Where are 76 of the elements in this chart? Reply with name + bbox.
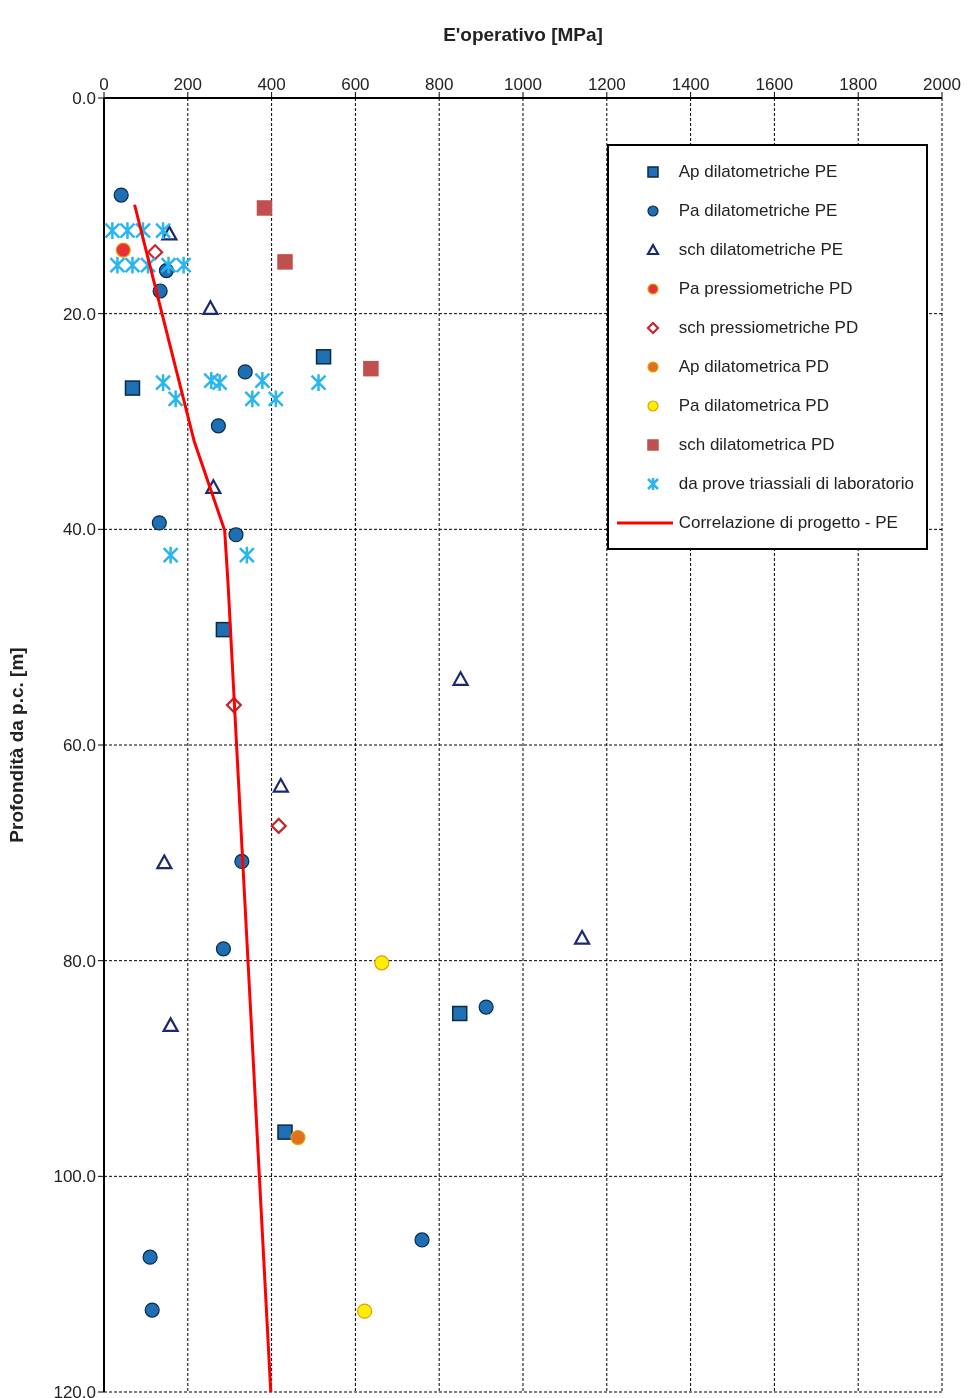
- point: [124, 255, 141, 275]
- legend-label: Pa dilatometrica PD: [678, 395, 829, 416]
- point: [277, 1124, 293, 1140]
- point: [113, 187, 129, 203]
- point: [277, 254, 293, 270]
- legend-label: Pa dilatometriche PE: [678, 200, 838, 221]
- point: [151, 515, 167, 531]
- point: [215, 941, 232, 957]
- point: [254, 370, 271, 391]
- point: [238, 545, 256, 565]
- legend-label: sch dilatometriche PE: [678, 239, 844, 260]
- x-tick-label: 1400: [671, 75, 710, 94]
- point: [478, 999, 494, 1015]
- y-tick-label: 100.0: [53, 1167, 96, 1187]
- point: [144, 1302, 160, 1318]
- y-axis-title: Profondità da p.c. [m]: [5, 647, 27, 843]
- point: [162, 545, 179, 565]
- point: [256, 200, 273, 216]
- point: [175, 255, 192, 275]
- point: [154, 220, 172, 241]
- legend-label: sch dilatometrica PD: [678, 434, 835, 455]
- x-tick-label: 800: [425, 75, 454, 94]
- point: [210, 418, 226, 434]
- point: [104, 220, 121, 241]
- point: [451, 1005, 468, 1022]
- y-tick-label: 0.0: [72, 89, 96, 109]
- legend-label: da prove triassiali di laboratorio: [678, 473, 914, 494]
- x-tick-label: 200: [173, 75, 202, 94]
- y-tick-label: 60.0: [62, 736, 96, 756]
- legend-label: Ap dilatometriche PE: [678, 161, 838, 182]
- point: [228, 527, 244, 543]
- point: [573, 929, 591, 945]
- x-tick-label: 400: [257, 75, 286, 94]
- point: [124, 380, 141, 396]
- x-tick-label: 1200: [587, 75, 626, 94]
- legend-label: Ap dilatometrica PD: [678, 356, 829, 377]
- point: [357, 1303, 373, 1319]
- point: [147, 244, 164, 261]
- point: [244, 389, 261, 409]
- point: [270, 817, 287, 834]
- x-axis-title: E'operativo [MPa]: [443, 24, 603, 46]
- point: [310, 373, 327, 393]
- point: [267, 389, 285, 409]
- y-tick-label: 120.0: [53, 1383, 96, 1398]
- point: [142, 1249, 158, 1265]
- point: [154, 373, 172, 393]
- legend-label: Pa pressiometriche PD: [678, 278, 853, 299]
- point: [162, 1017, 179, 1033]
- point: [363, 360, 379, 377]
- x-tick-label: 600: [341, 75, 370, 94]
- point: [202, 300, 219, 315]
- point: [160, 255, 177, 275]
- x-tick-label: 1000: [504, 75, 542, 94]
- y-tick-label: 20.0: [62, 304, 96, 324]
- point: [115, 242, 131, 258]
- x-tick-label: 2000: [923, 75, 961, 94]
- point: [203, 370, 220, 391]
- y-tick-label: 40.0: [62, 520, 96, 540]
- x-tick-label: 0: [99, 75, 109, 94]
- point: [290, 1129, 306, 1146]
- y-tick-label: 80.0: [62, 951, 96, 971]
- point: [315, 349, 332, 365]
- x-tick-label: 1800: [839, 75, 878, 94]
- point: [156, 854, 173, 870]
- point: [119, 220, 136, 241]
- point: [452, 671, 469, 686]
- point: [237, 364, 253, 380]
- line-series: [133, 203, 273, 1392]
- point: [109, 255, 126, 275]
- legend-label: sch pressiometriche PD: [678, 317, 859, 338]
- point: [374, 955, 390, 971]
- point: [414, 1232, 430, 1248]
- point: [211, 373, 228, 393]
- point: [272, 777, 289, 793]
- legend-label: Correlazione di progetto - PE: [678, 512, 898, 533]
- x-tick-label: 1600: [755, 75, 794, 94]
